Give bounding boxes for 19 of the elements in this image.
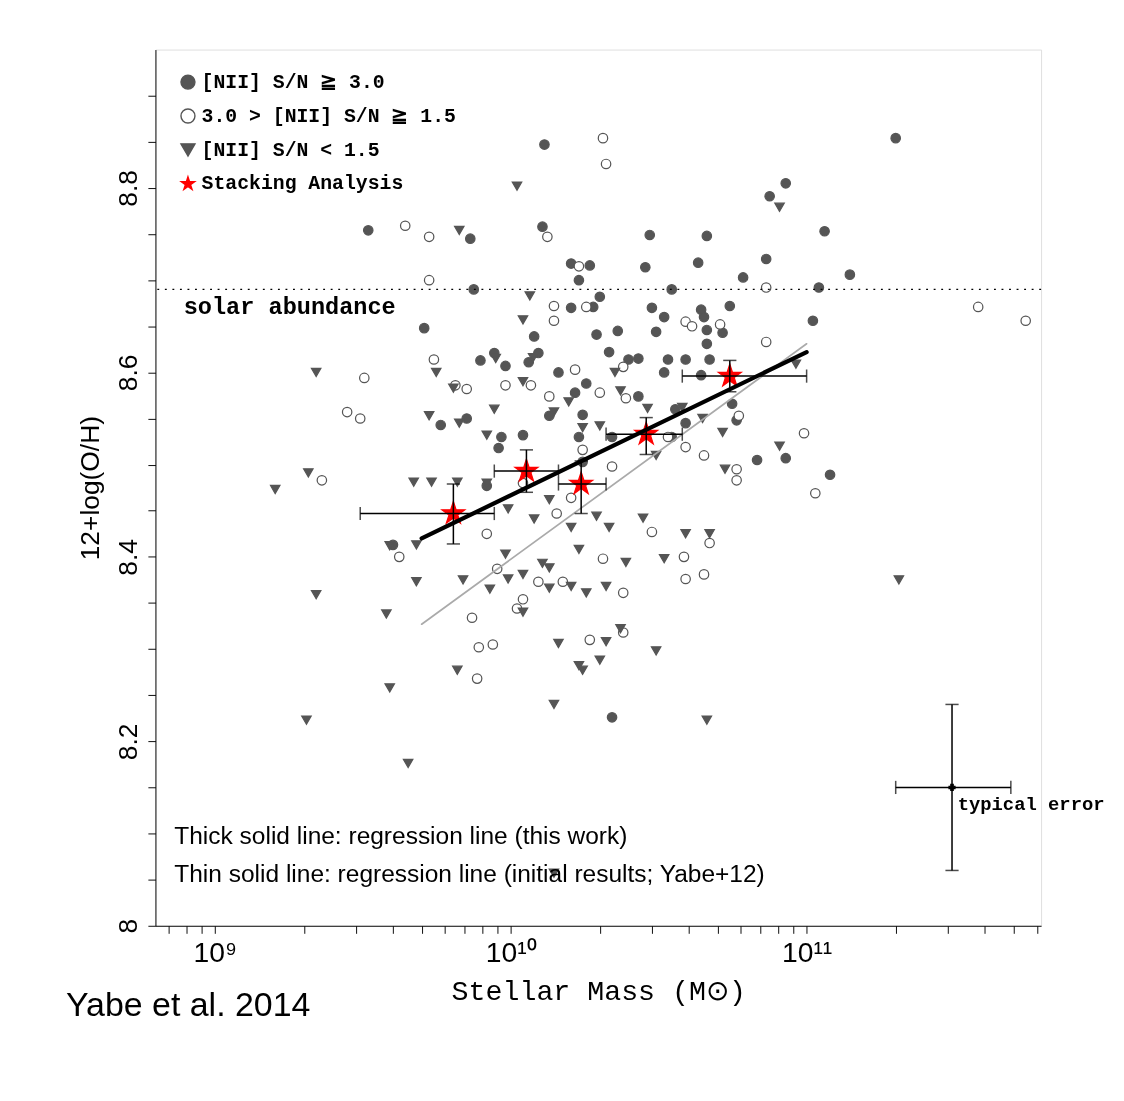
x-tick-label: 10⁹	[193, 936, 238, 969]
legend-label: [NII] S/N < 1.5	[201, 139, 380, 162]
annotation: Thick solid line: regression line (this work)	[174, 821, 628, 849]
series-label: typical error	[957, 794, 1105, 817]
x-tick-label: 10¹⁰	[485, 936, 537, 969]
x-tick-label: 10¹¹	[781, 936, 833, 969]
y-tick-label: 8.4	[113, 539, 144, 576]
y-tick-label: 8	[113, 918, 144, 934]
annotation: Thin solid line: regression line (initial results; Yabe+12)	[174, 859, 765, 887]
y-tick-label: 8.2	[113, 723, 144, 761]
legend-label: [NII] S/N ≧ 3.0	[201, 71, 385, 94]
ref-line-label: solar abundance	[183, 293, 396, 321]
text: Yabe et al. 2014	[65, 985, 311, 1024]
legend-label: 3.0 > [NII] S/N ≧ 1.5	[201, 105, 456, 128]
y-tick-label: 8.6	[113, 354, 144, 392]
x-axis-title: Stellar Mass (M⊙)	[451, 975, 746, 1008]
y-tick-label: 8.8	[113, 170, 144, 207]
y-axis-title: 12+log(O/H)	[75, 415, 106, 561]
legend-label: Stacking Analysis	[201, 173, 404, 196]
